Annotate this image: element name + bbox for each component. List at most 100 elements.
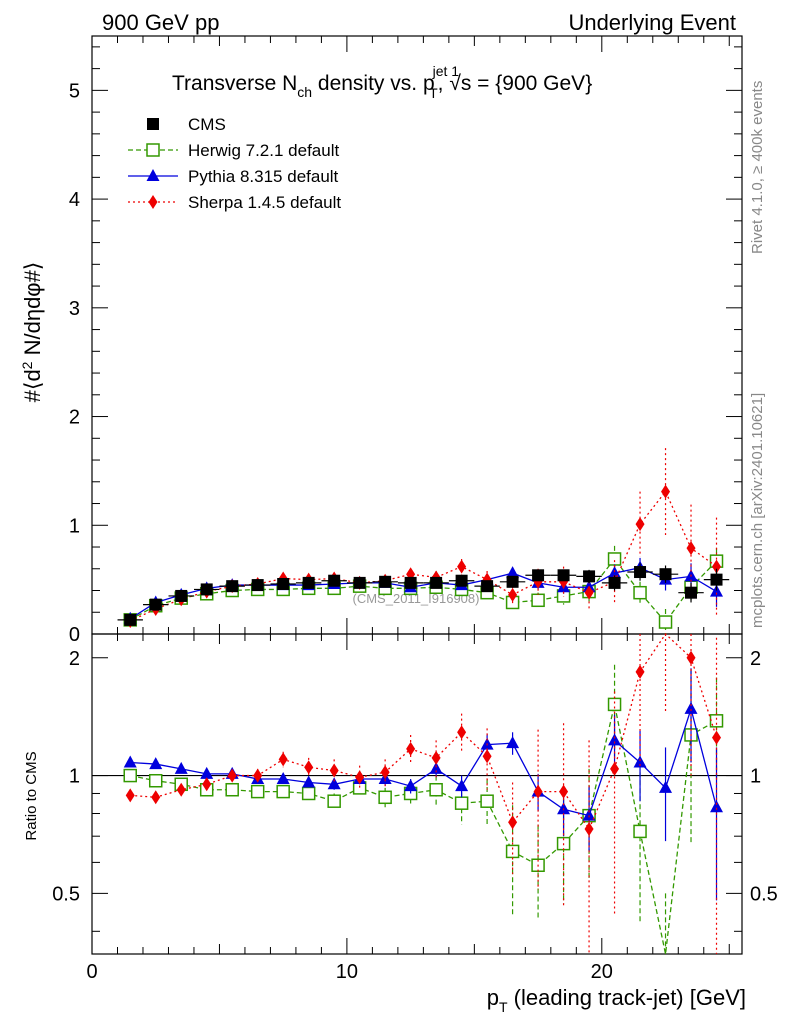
pythia-ratio-point [174, 761, 188, 774]
ratio-y-tick-label: 1 [69, 766, 80, 788]
pythia-ratio-point [429, 761, 443, 774]
cms-point [302, 576, 315, 589]
cms-point [353, 576, 366, 589]
ratio-y-axis-label: Ratio to CMS [23, 751, 40, 840]
herwig-point [633, 585, 647, 600]
pythia-ratio-line [130, 706, 718, 817]
cms-point [404, 576, 417, 589]
cms-point [685, 586, 698, 599]
sherpa-ratio-point [559, 784, 569, 799]
ratio-plot-frame [91, 633, 743, 955]
sherpa-point [635, 517, 645, 532]
chart-title: Transverse Nch density vs. pjet 1 T, √s =… [172, 63, 592, 101]
header-observable: Underlying Event [568, 10, 736, 35]
y-tick-label: 3 [69, 298, 80, 320]
sherpa-ratio-point [457, 725, 467, 740]
cms-point [124, 613, 137, 626]
cms-point [710, 573, 723, 586]
sherpa-point [457, 559, 467, 574]
sherpa-ratio-point [533, 784, 543, 799]
ratio-y-tick-label: 0.5 [750, 883, 778, 905]
herwig-ratio-point [301, 786, 316, 801]
x-axis-label: pT (leading track-jet) [GeV] [487, 985, 746, 1015]
herwig-ratio-point [633, 824, 647, 839]
pythia-ratio-point [302, 775, 316, 788]
herwig-ratio-point [607, 697, 622, 712]
x-tick-label: 10 [336, 961, 358, 983]
ratio-y-tick-label: 0.5 [52, 883, 80, 905]
sherpa-point [508, 587, 518, 602]
sherpa-ratio-point [151, 790, 161, 805]
herwig-ratio-point [454, 796, 469, 810]
sherpa-ratio-point [406, 741, 416, 756]
sherpa-ratio-point [380, 765, 390, 780]
pythia-ratio-point [327, 777, 341, 790]
herwig-ratio-point [148, 773, 163, 788]
cms-point [506, 575, 519, 588]
pythia-ratio-point [149, 757, 163, 770]
sherpa-ratio-point [686, 650, 696, 665]
main-series [117, 448, 730, 634]
y-tick-label: 5 [69, 80, 80, 102]
cms-point [430, 576, 443, 589]
sherpa-point [712, 559, 722, 574]
herwig-ratio-point [276, 784, 290, 799]
sherpa-ratio-point [610, 761, 620, 776]
sherpa-ratio-point [278, 752, 288, 767]
herwig-ratio-line [130, 704, 717, 955]
cms-point [149, 598, 162, 611]
cms-point [379, 575, 392, 588]
sherpa-ratio-point [431, 750, 441, 765]
herwig-ratio-point [327, 794, 341, 808]
cms-point [532, 569, 545, 582]
cms-point [583, 570, 596, 583]
cms-point [251, 579, 264, 592]
pythia-legend-label: Pythia 8.315 default [188, 167, 339, 186]
herwig-legend-label: Herwig 7.2.1 default [188, 141, 339, 160]
sherpa-point [584, 585, 594, 600]
ratio-y-tick-label: 2 [750, 648, 761, 670]
sherpa-ratio-point [355, 770, 365, 785]
pythia-ratio-point [455, 779, 469, 792]
herwig-point [607, 552, 622, 566]
herwig-point [658, 615, 673, 629]
herwig-legend-marker [146, 143, 160, 157]
cms-point [200, 583, 213, 596]
cms-point [328, 574, 341, 587]
y-tick-label: 2 [69, 407, 80, 429]
herwig-ratio-point [429, 782, 443, 797]
sherpa-point [661, 484, 671, 499]
pythia-ratio-point [582, 808, 596, 821]
pythia-point [608, 566, 622, 579]
pythia-ratio-point [633, 755, 647, 768]
side-label-rivet: Rivet 4.1.0, ≥ 400k events [749, 81, 766, 254]
sherpa-ratio-point [202, 777, 212, 792]
sherpa-point [686, 541, 696, 556]
herwig-ratio-point [225, 782, 239, 797]
sherpa-ratio-point [329, 763, 339, 778]
cms-legend-marker [147, 118, 159, 130]
header-process: 900 GeV pp [102, 10, 219, 35]
sherpa-ratio-point [304, 760, 314, 775]
cms-legend-label: CMS [188, 115, 226, 134]
herwig-ratio-point [480, 794, 494, 808]
sherpa-line [129, 490, 717, 622]
pythia-ratio-point [123, 755, 137, 768]
y-tick-label: 1 [69, 515, 80, 537]
pythia-point [710, 584, 724, 597]
sherpa-ratio-point [227, 768, 237, 783]
axes-ticks: 0 10 20 0 1 2 3 4 5 0.5 0.5 1 1 2 2 [52, 36, 778, 983]
herwig-ratio-point [250, 784, 265, 799]
ratio-series [123, 633, 724, 955]
cms-point [175, 589, 188, 602]
herwig-point [531, 593, 545, 608]
herwig-ratio-point [123, 768, 137, 783]
y-axis-label: #⟨d2 N/dηdφ#⟩ [19, 262, 45, 403]
pythia-ratio-point [276, 771, 290, 784]
cms-point [455, 574, 468, 587]
pythia-point [506, 566, 520, 579]
sherpa-ratio-point [253, 768, 263, 783]
cms-point [634, 566, 647, 579]
y-tick-label: 0 [69, 624, 80, 646]
